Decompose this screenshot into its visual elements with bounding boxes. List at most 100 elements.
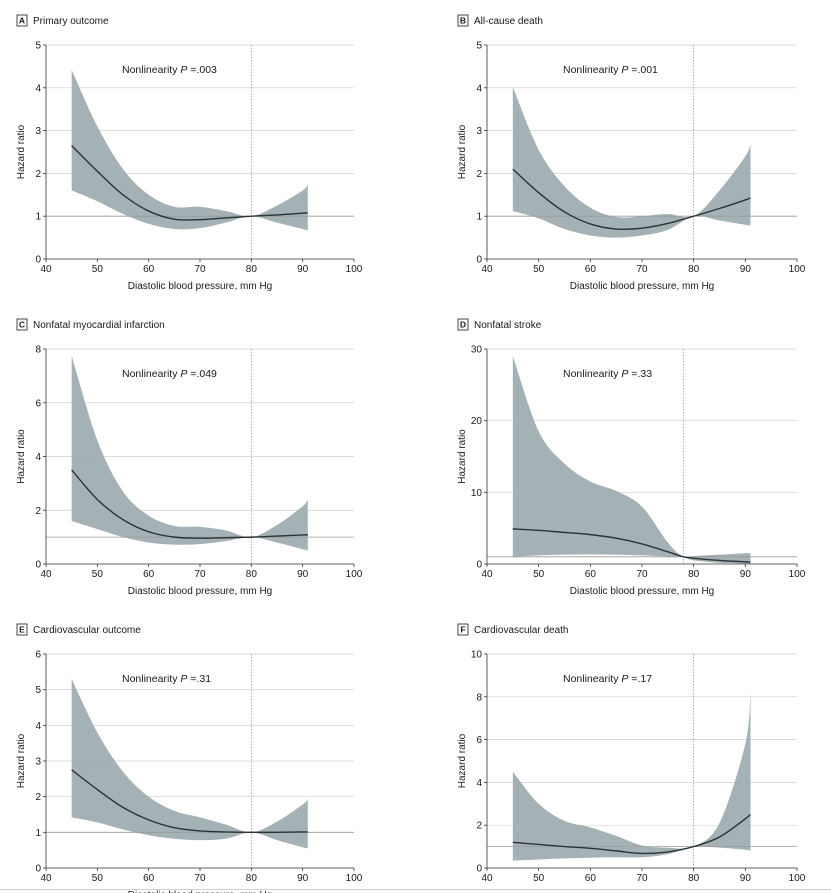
- y-tick-label: 4: [476, 83, 482, 94]
- x-tick-label: 80: [688, 873, 700, 884]
- confidence-band: [71, 69, 308, 231]
- nonlinearity-annotation: Nonlinearity P =.31: [122, 673, 211, 685]
- x-tick-label: 90: [740, 873, 752, 884]
- hazard-ratio-curve: [71, 145, 308, 221]
- nonlinearity-annotation: Nonlinearity P =.33: [563, 368, 652, 380]
- y-tick-label: 2: [35, 792, 41, 803]
- confidence-band: [71, 355, 308, 551]
- x-tick-label: 60: [143, 569, 155, 580]
- y-tick-label: 8: [476, 692, 482, 703]
- x-tick-label: 100: [789, 569, 806, 580]
- x-tick-label: 90: [740, 569, 752, 580]
- y-tick-label: 4: [476, 778, 482, 789]
- annotation-p-symbol: P: [621, 368, 628, 380]
- x-tick-label: 40: [481, 264, 493, 275]
- annotation-prefix: Nonlinearity: [122, 368, 180, 380]
- panel-letter-box: [16, 623, 28, 636]
- confidence-band: [71, 678, 308, 849]
- y-tick-label: 6: [35, 398, 41, 409]
- hazard-ratio-curve: [71, 469, 308, 539]
- x-tick-label: 50: [92, 569, 104, 580]
- y-tick-label: 4: [35, 83, 41, 94]
- x-tick-label: 60: [585, 873, 597, 884]
- y-tick-label: 2: [476, 821, 482, 832]
- x-axis-title: Diastolic blood pressure, mm Hg: [570, 281, 715, 292]
- y-tick-label: 3: [476, 126, 482, 137]
- panel-title: Cardiovascular outcome: [33, 625, 141, 636]
- y-axis-title: Hazard ratio: [16, 429, 27, 484]
- panel-b: 0 1 2 3 4 5 40 50 60 70 80 90 100 Hazard ratio Diastol…: [457, 14, 806, 292]
- x-axis-title: Diastolic blood pressure, mm Hg: [128, 586, 273, 597]
- y-axis-title: Hazard ratio: [457, 124, 468, 179]
- x-tick-label: 50: [92, 264, 104, 275]
- bottom-divider: [0, 889, 831, 890]
- x-tick-label: 80: [688, 569, 700, 580]
- x-tick-label: 40: [40, 873, 52, 884]
- x-tick-label: 50: [533, 264, 545, 275]
- y-tick-label: 4: [35, 721, 41, 732]
- hazard-ratio-curve: [512, 528, 751, 563]
- x-tick-label: 70: [636, 873, 648, 884]
- annotation-p-symbol: P: [180, 368, 187, 380]
- annotation-prefix: Nonlinearity: [563, 368, 621, 380]
- y-tick-label: 0: [476, 255, 482, 266]
- confidence-band: [512, 86, 751, 238]
- y-tick-label: 3: [35, 126, 41, 137]
- panel-title: Cardiovascular death: [474, 625, 569, 636]
- y-tick-label: 10: [471, 650, 483, 661]
- x-tick-label: 40: [40, 264, 52, 275]
- panel-f: 0 2 4 6 8 10 40 50 60 70 80 90 100 Hazard ratio F Cardi…: [457, 623, 806, 884]
- x-tick-label: 50: [533, 569, 545, 580]
- annotation-prefix: Nonlinearity: [563, 673, 621, 685]
- y-tick-label: 1: [35, 828, 41, 839]
- x-axis-title: Diastolic blood pressure, mm Hg: [128, 281, 273, 292]
- annotation-p-symbol: P: [180, 64, 187, 76]
- y-tick-label: 1: [35, 212, 41, 223]
- y-tick-label: 2: [35, 169, 41, 180]
- x-tick-label: 100: [346, 569, 363, 580]
- x-tick-label: 90: [297, 569, 309, 580]
- annotation-p-value: =.001: [628, 64, 658, 76]
- x-tick-label: 80: [246, 264, 258, 275]
- panel-letter-box: [457, 623, 469, 636]
- panel-title: Nonfatal myocardial infarction: [33, 320, 165, 331]
- y-tick-label: 3: [35, 757, 41, 768]
- x-tick-label: 70: [194, 264, 206, 275]
- panel-letter: F: [460, 625, 465, 635]
- nonlinearity-annotation: Nonlinearity P =.003: [122, 64, 217, 76]
- y-tick-label: 30: [471, 345, 483, 356]
- panel-letter-box: [16, 318, 28, 331]
- x-tick-label: 40: [481, 873, 493, 884]
- x-tick-label: 80: [688, 264, 700, 275]
- panel-a: 0 1 2 3 4 5 40 50 60 70 80 90 100 Hazard ratio Diastol…: [16, 14, 363, 292]
- panel-letter: D: [460, 320, 466, 330]
- panel-letter: E: [19, 625, 25, 635]
- panel-letter: C: [19, 320, 25, 330]
- hazard-ratio-curve: [71, 769, 308, 834]
- panel-letter-box: [457, 318, 469, 331]
- y-tick-label: 0: [35, 255, 41, 266]
- panel-letter-box: [457, 14, 469, 27]
- x-tick-label: 50: [92, 873, 104, 884]
- panel-letter-box: [16, 14, 28, 27]
- y-axis-title: Hazard ratio: [16, 124, 27, 179]
- x-tick-label: 40: [40, 569, 52, 580]
- x-axis-title: Diastolic blood pressure, mm Hg: [128, 890, 273, 893]
- annotation-prefix: Nonlinearity: [563, 64, 621, 76]
- hazard-ratio-curve: [512, 813, 751, 855]
- x-tick-label: 80: [246, 569, 258, 580]
- x-tick-label: 60: [585, 569, 597, 580]
- panel-title: All-cause death: [474, 16, 543, 27]
- x-tick-label: 90: [297, 264, 309, 275]
- x-tick-label: 50: [533, 873, 545, 884]
- y-tick-label: 0: [476, 560, 482, 571]
- x-tick-label: 90: [740, 264, 752, 275]
- x-tick-label: 90: [297, 873, 309, 884]
- y-tick-label: 5: [476, 41, 482, 52]
- annotation-p-value: =.049: [187, 368, 217, 380]
- annotation-p-symbol: P: [621, 64, 628, 76]
- x-tick-label: 70: [636, 264, 648, 275]
- annotation-p-value: =.31: [187, 673, 211, 685]
- x-tick-label: 70: [194, 873, 206, 884]
